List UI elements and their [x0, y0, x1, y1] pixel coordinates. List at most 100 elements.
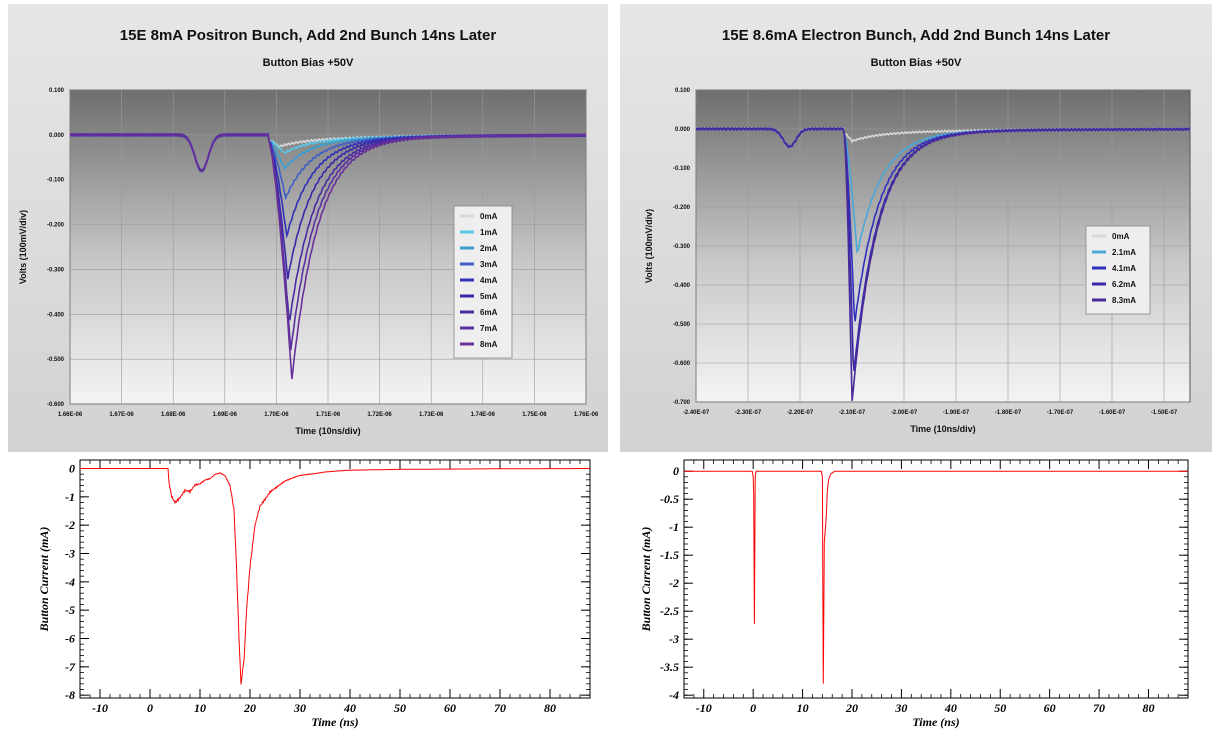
legend-label: 3mA	[480, 260, 498, 269]
x-tick-label: -1.50E-07	[1151, 410, 1178, 416]
y-tick-label: -0.5	[660, 492, 679, 506]
y-tick-label: -0.100	[47, 178, 65, 184]
x-axis-label: Time (ns)	[912, 715, 959, 729]
y-tick-label: -0.100	[673, 166, 691, 172]
legend-label: 0mA	[480, 212, 498, 221]
y-tick-label: -3	[65, 547, 75, 561]
data-trace	[80, 468, 590, 685]
x-tick-label: 1.70E-06	[264, 412, 289, 418]
y-tick-label: -0.500	[47, 357, 65, 363]
y-tick-label: 0.100	[49, 88, 65, 94]
x-tick-label: -10	[92, 701, 108, 715]
plot-frame	[79, 459, 591, 699]
y-axis-label: Volts (100mV/div)	[644, 209, 654, 283]
y-tick-label: -1	[669, 520, 679, 534]
positron-current-chart: -10 0 10 20 30 40 50 60 70 80 0 -1 -2 -3 -4 -5 -6 -7 -8 Tim…	[18, 454, 608, 733]
chart-subtitle: Button Bias +50V	[871, 57, 962, 69]
y-axis-label: Button Current (mA)	[639, 527, 653, 633]
chart-svg: 15E 8mA Positron Bunch, Add 2nd Bunch 14…	[8, 4, 608, 452]
y-tick-label: 0	[69, 462, 75, 476]
x-tick-label: 0	[750, 701, 756, 715]
x-tick-label: 20	[845, 701, 858, 715]
y-tick-label: -0.500	[673, 322, 691, 328]
y-tick-label: -5	[65, 603, 75, 617]
y-axis-label: Volts (100mV/div)	[18, 210, 28, 284]
legend-label: 2mA	[480, 244, 498, 253]
x-tick-label: 50	[394, 701, 406, 715]
legend-label: 8.3mA	[1112, 296, 1136, 305]
x-tick-label: 10	[194, 701, 206, 715]
x-tick-label: -1.80E-07	[995, 410, 1022, 416]
chart-subtitle: Button Bias +50V	[263, 57, 354, 69]
x-tick-label: -1.70E-07	[1047, 410, 1074, 416]
positron-scope-chart: 15E 8mA Positron Bunch, Add 2nd Bunch 14…	[8, 4, 608, 452]
y-tick-label: -2	[65, 518, 75, 532]
x-tick-label: 20	[243, 701, 256, 715]
y-tick-label: -4	[65, 575, 75, 589]
x-tick-label: 1.74E-06	[471, 412, 496, 418]
x-tick-label: 70	[1093, 701, 1105, 715]
y-tick-label: -0.600	[673, 361, 691, 367]
x-tick-label: -2.30E-07	[735, 410, 762, 416]
y-tick-label: 0	[673, 464, 679, 478]
y-tick-label: -1.5	[660, 548, 679, 562]
x-tick-label: 50	[994, 701, 1006, 715]
legend-label: 5mA	[480, 292, 498, 301]
x-tick-label: 1.73E-06	[419, 412, 444, 418]
x-tick-label: 1.68E-06	[161, 412, 186, 418]
x-tick-label: -2.40E-07	[683, 410, 710, 416]
y-tick-label: -0.600	[47, 402, 65, 408]
y-tick-label: -0.400	[673, 283, 691, 289]
series-line	[696, 127, 1190, 401]
x-tick-label: 70	[494, 701, 506, 715]
y-tick-label: -8	[65, 688, 75, 702]
x-tick-label: -10	[696, 701, 712, 715]
x-axis-label: Time (10ns/div)	[295, 426, 360, 436]
y-tick-label: 0.000	[49, 133, 65, 139]
x-tick-label: 60	[444, 701, 456, 715]
series-group	[696, 127, 1190, 401]
chart-svg: -10 0 10 20 30 40 50 60 70 80 0 -1 -2 -3 -4 -5 -6 -7 -8 Tim…	[37, 459, 591, 729]
y-tick-label: -0.300	[673, 244, 691, 250]
x-tick-label: -1.90E-07	[943, 410, 970, 416]
x-tick-label: 30	[894, 701, 907, 715]
x-tick-label: -2.10E-07	[839, 410, 866, 416]
legend-label: 1mA	[480, 228, 498, 237]
legend-label: 6.2mA	[1112, 280, 1136, 289]
legend-label: 4.1mA	[1112, 264, 1136, 273]
plot-frame	[683, 459, 1189, 699]
y-tick-label: -0.200	[673, 205, 691, 211]
data-trace	[684, 470, 1188, 684]
legend-label: 2.1mA	[1112, 248, 1136, 257]
series-line	[70, 132, 586, 380]
x-tick-label: 1.76E-06	[574, 412, 599, 418]
y-tick-label: -6	[65, 632, 75, 646]
x-tick-label: -1.60E-07	[1099, 410, 1126, 416]
x-tick-label: 80	[544, 701, 556, 715]
y-tick-label: -4	[669, 688, 679, 702]
y-tick-label: -0.200	[47, 223, 65, 229]
y-tick-label: -3.5	[660, 660, 679, 674]
x-tick-label: 30	[293, 701, 306, 715]
x-tick-label: 1.67E-06	[109, 412, 134, 418]
y-tick-label: 0.000	[675, 127, 691, 133]
y-tick-label: -0.400	[47, 312, 65, 318]
x-axis-label: Time (10ns/div)	[910, 424, 975, 434]
x-tick-label: -2.20E-07	[787, 410, 814, 416]
y-tick-label: -2.5	[660, 604, 679, 618]
x-tick-label: 60	[1044, 701, 1056, 715]
x-tick-label: 80	[1142, 701, 1154, 715]
y-tick-label: -3	[669, 632, 679, 646]
legend-label: 4mA	[480, 276, 498, 285]
chart-svg: -10 0 10 20 30 40 50 60 70 80 0 -0.5 -1 -1.5 -2 -2.5 -3 -…	[639, 459, 1189, 729]
y-tick-label: -1	[65, 490, 75, 504]
legend-label: 7mA	[480, 324, 498, 333]
legend-label: 8mA	[480, 340, 498, 349]
x-tick-label: 1.66E-06	[58, 412, 83, 418]
legend-label: 6mA	[480, 308, 498, 317]
legend-label: 0mA	[1112, 232, 1130, 241]
x-tick-label: 1.69E-06	[213, 412, 238, 418]
y-tick-label: -0.300	[47, 267, 65, 273]
chart-title: 15E 8mA Positron Bunch, Add 2nd Bunch 14…	[120, 27, 497, 44]
y-tick-label: -0.700	[673, 400, 691, 406]
